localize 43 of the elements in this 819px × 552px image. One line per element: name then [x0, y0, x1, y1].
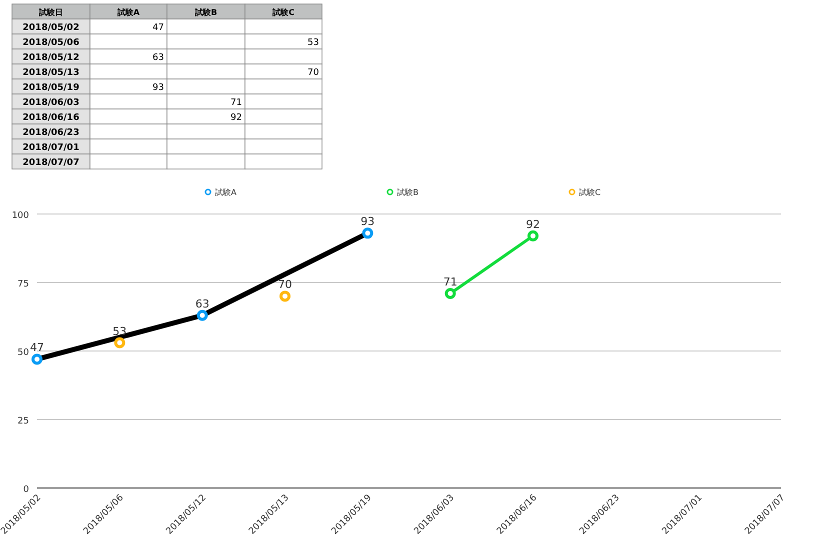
y-tick-label: 2018/05/06: [22, 38, 80, 48]
y-tick-label: 2018/06/16: [22, 113, 80, 123]
data-label: 53: [308, 38, 319, 48]
y-tick-label: 2018/07/01: [22, 143, 80, 153]
legend-label: 試験C: [579, 188, 601, 197]
data-label: 70: [308, 68, 320, 78]
data-label: 71: [443, 275, 458, 288]
y-tick-label: 2018/05/19: [22, 83, 80, 93]
point: [362, 228, 374, 239]
y-tick-label: 2018/05/13: [22, 68, 80, 78]
y-tick-label: 2018/07/07: [22, 158, 80, 168]
point: [114, 337, 126, 348]
data-label: 63: [152, 53, 164, 63]
legend-label: 試験A: [215, 188, 237, 197]
y-tick-label: 2018/06/03: [22, 98, 80, 108]
legend-label: 試験B: [397, 188, 418, 197]
data-label: 92: [230, 113, 242, 123]
y-tick-label: 75: [18, 280, 29, 290]
y-tick-label: 50: [18, 348, 30, 358]
data-label: 93: [152, 83, 164, 93]
data-label: 63: [195, 297, 210, 310]
x-tick-label: 試験C: [272, 8, 295, 17]
y-tick-label: 2018/06/23: [22, 128, 80, 138]
y-tick-label: 2018/05/12: [22, 53, 80, 63]
point: [280, 290, 290, 302]
data-label: 71: [230, 98, 242, 108]
y-tick-label: 25: [18, 416, 29, 426]
data-label: 53: [112, 324, 127, 338]
data-label: 47: [30, 341, 44, 354]
y-axis-title: 試験日: [38, 8, 63, 17]
point: [196, 310, 208, 321]
y-tick-label: 2018/05/02: [22, 23, 80, 33]
data-label: 92: [526, 218, 540, 231]
point: [32, 354, 42, 365]
data-label: 70: [278, 278, 292, 292]
y-tick-label: 0: [23, 485, 30, 495]
x-tick-label: 試験B: [194, 8, 218, 17]
y-tick-label: 100: [12, 211, 30, 221]
x-tick-label: 試験A: [116, 8, 140, 17]
data-label: 47: [152, 23, 164, 33]
point: [528, 230, 538, 242]
point: [444, 288, 456, 299]
data-label: 93: [360, 215, 375, 228]
